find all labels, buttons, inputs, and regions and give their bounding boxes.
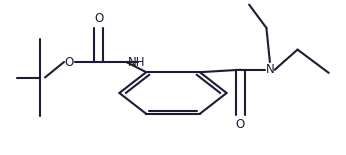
Text: O: O (236, 117, 245, 131)
Text: O: O (94, 12, 103, 25)
Text: N: N (265, 63, 274, 76)
Text: O: O (65, 55, 74, 69)
Text: NH: NH (128, 55, 146, 69)
